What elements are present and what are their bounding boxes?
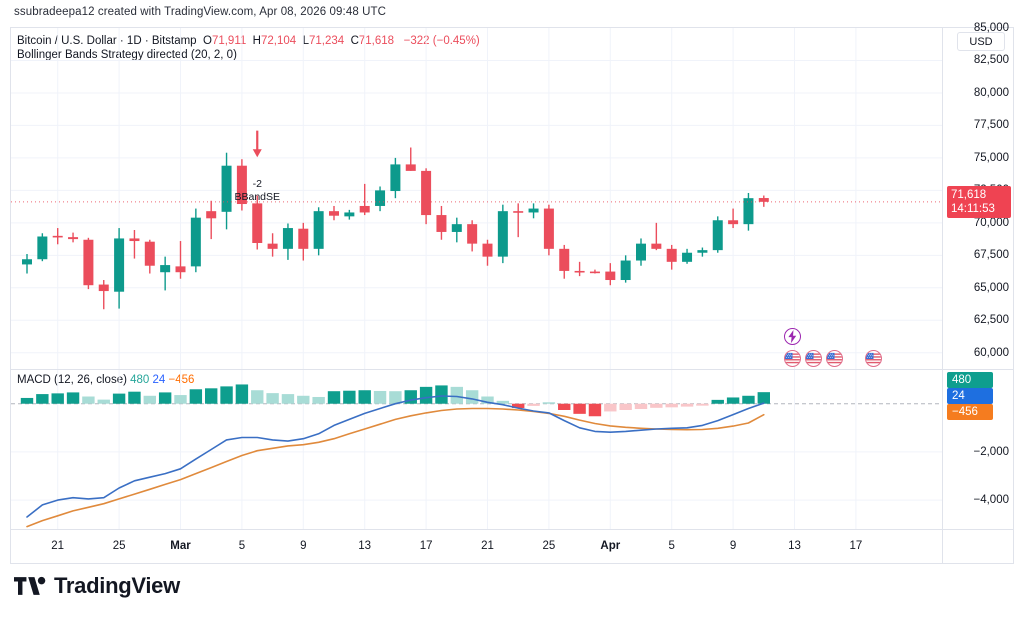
macd-signal-value: −456	[168, 374, 195, 386]
us-flag-icon[interactable]	[826, 350, 843, 367]
current-price-value: 71,618	[951, 188, 987, 201]
time-tick-label: 9	[729, 540, 737, 552]
chart-frame: Bitcoin / U.S. Dollar · 1D · Bitstamp O7…	[10, 22, 1014, 564]
axis-divider	[942, 28, 943, 563]
time-tick-label: 25	[112, 540, 126, 552]
ohlc-low: L71,234	[302, 35, 345, 47]
ohlc-open: O71,911	[202, 35, 247, 47]
time-tick-label: 21	[481, 540, 494, 552]
macd-tick-label: −2,000	[973, 445, 1010, 458]
tradingview-wordmark: TradingView	[54, 573, 180, 598]
price-tick-label: 80,000	[973, 86, 1009, 99]
time-tick-label: 17	[849, 540, 863, 552]
macd-title: MACD (12, 26, close)	[17, 374, 127, 386]
symbol-legend: Bitcoin / U.S. Dollar · 1D · Bitstamp O7…	[17, 33, 480, 49]
ohlc-close: C71,618	[350, 35, 395, 47]
time-tick-label: Mar	[170, 540, 191, 552]
macd-line-value: 24	[152, 374, 166, 386]
macd-plot	[11, 370, 942, 529]
pane-divider	[11, 369, 1013, 370]
macd-value-badge: 480	[947, 371, 993, 388]
time-tick-label: 25	[542, 540, 556, 552]
price-plot	[11, 28, 942, 369]
us-flag-icon[interactable]	[865, 350, 882, 367]
current-price-countdown: 14:11:53	[951, 202, 995, 215]
macd-value-badge: −456	[947, 403, 993, 420]
price-tick-label: 65,000	[973, 281, 1009, 294]
price-tick-label: 67,500	[973, 249, 1009, 262]
time-tick-label: 5	[668, 540, 675, 552]
macd-legend: MACD (12, 26, close) 480 24 −456	[17, 374, 194, 386]
ohlc-high: H72,104	[252, 35, 297, 47]
macd-pane: MACD (12, 26, close) 480 24 −456	[11, 370, 942, 529]
currency-chip[interactable]: USD	[957, 32, 1005, 51]
time-tick-label: 21	[51, 540, 65, 552]
time-tick-label: Apr	[600, 540, 621, 552]
price-tick-label: 70,000	[973, 216, 1009, 229]
time-tick-label: 13	[358, 540, 372, 552]
bolt-icon[interactable]	[784, 328, 801, 345]
time-axis-divider	[11, 529, 1013, 530]
attribution-text: ssubradeepa12 created with TradingView.c…	[14, 6, 387, 18]
time-tick-label: 5	[238, 540, 246, 552]
strategy-legend: Bollinger Bands Strategy directed (20, 2…	[17, 49, 237, 61]
bbandse-label: BBandSE	[234, 191, 281, 203]
macd-tick-label: −4,000	[973, 494, 1010, 507]
price-tick-label: 60,000	[973, 346, 1009, 359]
symbol-title: Bitcoin / U.S. Dollar · 1D · Bitstamp	[17, 35, 197, 47]
time-tick-label: 13	[788, 540, 801, 552]
time-tick-label: 9	[300, 540, 307, 552]
price-tick-label: 82,500	[973, 54, 1009, 67]
current-price-badge: 71,618 14:11:53	[947, 185, 1011, 218]
tradingview-logo: TradingView	[14, 573, 180, 599]
macd-value-badge: 24	[947, 387, 993, 404]
bbandse-annotation: -2 BBandSE	[234, 178, 280, 204]
macd-hist-value: 480	[130, 374, 150, 386]
price-tick-label: 62,500	[973, 314, 1009, 327]
time-axis[interactable]: 21 25 Mar 5 9 13 17 21 25 Apr 5 9 13 17	[11, 530, 942, 564]
us-flag-icon[interactable]	[784, 350, 801, 367]
bbandse-qty: -2	[252, 178, 262, 190]
price-axis[interactable]: USD 85,00082,50080,00077,50075,00072,500…	[943, 22, 1014, 529]
ohlc-change: −322 (−0.45%)	[403, 35, 480, 47]
price-tick-label: 77,500	[973, 119, 1009, 132]
price-tick-label: 85,000	[973, 22, 1009, 34]
price-tick-label: 75,000	[973, 151, 1009, 164]
time-tick-label: 17	[419, 540, 433, 552]
us-flag-icon[interactable]	[805, 350, 822, 367]
tradingview-mark-icon	[14, 576, 46, 595]
